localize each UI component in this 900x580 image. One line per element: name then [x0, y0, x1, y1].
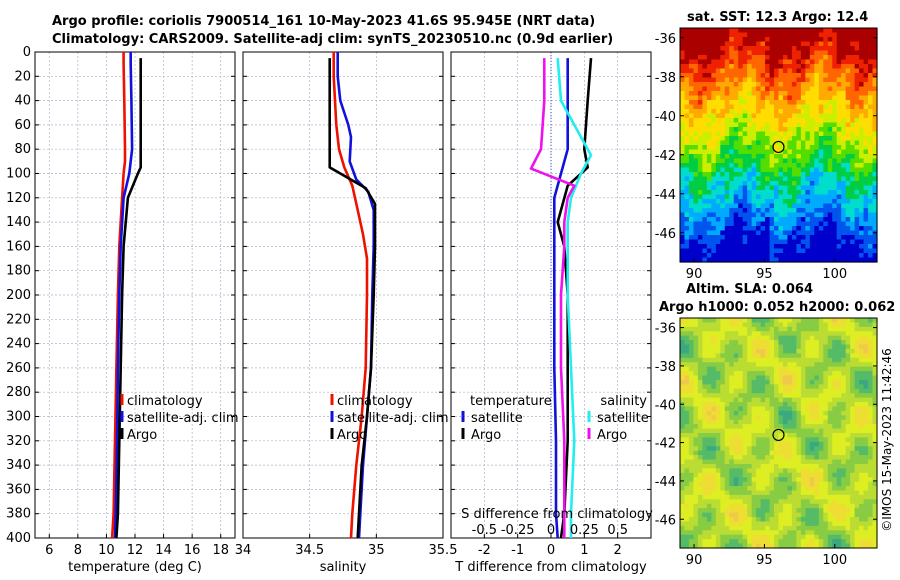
- legend-label: satellite-adj. clim: [337, 411, 449, 426]
- series-line-temperature-argo: [556, 57, 593, 539]
- y-tick-label: 140: [6, 215, 31, 230]
- map-frame: [679, 27, 878, 263]
- sst-map-title: sat. SST: 12.3 Argo: 12.4: [687, 10, 869, 25]
- legend-label: satellite: [471, 411, 523, 426]
- legend-label: climatology: [337, 394, 413, 409]
- x-tick-label: 90: [686, 267, 703, 282]
- x-tick-label: 8: [74, 543, 82, 558]
- x-tick-label: 18: [212, 543, 229, 558]
- x-tick-label: 95: [756, 267, 773, 282]
- x-tick-label: 16: [184, 543, 201, 558]
- x2-tick-label: 0.25: [570, 523, 599, 538]
- legend-label: Argo: [597, 428, 627, 443]
- x-tick-label: 14: [155, 543, 172, 558]
- y-tick-label: 100: [6, 167, 31, 182]
- x-tick-label: 0: [547, 543, 555, 558]
- y-tick-label: -40: [655, 398, 676, 413]
- x2-axis-label: S difference from climatology: [461, 507, 653, 522]
- argo-location-marker: [772, 140, 785, 154]
- y-tick-label: 180: [6, 264, 31, 279]
- x-tick-label: 34.5: [295, 543, 324, 558]
- x2-tick-label: -0.5: [472, 523, 497, 538]
- y-tick-label: 300: [6, 410, 31, 425]
- x-tick-label: 34: [235, 543, 252, 558]
- y-tick-label: 160: [6, 239, 31, 254]
- x-axis-label: salinity: [320, 560, 367, 575]
- x2-tick-label: 0.5: [607, 523, 628, 538]
- y-tick-label: -46: [655, 513, 676, 528]
- y-tick-label: 240: [6, 337, 31, 352]
- x-tick-label: 35.5: [429, 543, 458, 558]
- x-tick-label: 100: [822, 267, 847, 282]
- y-tick-label: -38: [655, 71, 676, 86]
- x-tick-label: 100: [822, 553, 847, 568]
- legend-title-temperature: temperature: [470, 394, 552, 409]
- series-line-salinity-satellite: [556, 57, 593, 538]
- sla-map-title-line1: Altim. SLA: 0.064: [686, 282, 813, 297]
- y-tick-label: 320: [6, 434, 31, 449]
- y-tick-label: -38: [655, 360, 676, 375]
- legend-label: climatology: [127, 394, 203, 409]
- x-tick-label: 12: [127, 543, 144, 558]
- y-tick-label: 400: [6, 531, 31, 546]
- x-tick-label: 10: [98, 543, 115, 558]
- series-line-climatology: [110, 52, 127, 539]
- y-tick-label: -42: [655, 149, 676, 164]
- argo-location-marker: [772, 428, 785, 442]
- y-tick-label: 60: [14, 118, 31, 133]
- y-tick-label: -36: [655, 32, 676, 47]
- x-tick-label: 6: [45, 543, 53, 558]
- series-line-argo: [115, 58, 142, 539]
- y-tick-label: 20: [14, 69, 31, 84]
- sst-heatmap: [680, 28, 878, 263]
- y-tick-label: 340: [6, 458, 31, 473]
- series-line-argo: [328, 58, 377, 539]
- y-tick-label: -40: [655, 110, 676, 125]
- legend-label: Argo: [471, 428, 501, 443]
- y-tick-label: 280: [6, 385, 31, 400]
- legend-label: Argo: [127, 428, 157, 443]
- figure-title-line1: Argo profile: coriolis 7900514_161 10-Ma…: [52, 14, 596, 29]
- x-tick-label: 1: [580, 543, 588, 558]
- y-tick-label: -46: [655, 227, 676, 242]
- x-tick-label: -2: [478, 543, 491, 558]
- x-tick-label: -1: [511, 543, 524, 558]
- series-line-climatology: [332, 52, 369, 539]
- figure-title-line2: Climatology: CARS2009. Satellite-adj cli…: [52, 32, 614, 47]
- sla-heatmap: [680, 318, 878, 549]
- x-tick-label: 90: [686, 553, 703, 568]
- x-axis-label: T difference from climatology: [454, 560, 647, 575]
- y-tick-label: 260: [6, 361, 31, 376]
- y-tick-label: -44: [655, 475, 676, 490]
- y-tick-label: 80: [14, 142, 31, 157]
- y-tick-label: 200: [6, 288, 31, 303]
- y-tick-label: 40: [14, 94, 31, 109]
- legend-label: satellite: [597, 411, 649, 426]
- x-tick-label: 35: [368, 543, 385, 558]
- x-tick-label: 2: [614, 543, 622, 558]
- map-frame: [679, 317, 878, 549]
- imos-timestamp: ©IMOS 15-May-2023 11:42:46: [880, 348, 894, 532]
- y-tick-label: -42: [655, 437, 676, 452]
- series-line-temperature-satellite: [553, 58, 569, 539]
- x-axis-label: temperature (deg C): [68, 560, 202, 575]
- y-tick-label: 360: [6, 482, 31, 497]
- y-tick-label: 220: [6, 312, 31, 327]
- legend-label: Argo: [337, 428, 367, 443]
- y-tick-label: -36: [655, 322, 676, 337]
- series-line-salinity-argo: [529, 58, 576, 538]
- legend-title-salinity: salinity: [600, 394, 647, 409]
- y-tick-label: -44: [655, 188, 676, 203]
- y-tick-label: 380: [6, 507, 31, 522]
- y-tick-label: 120: [6, 191, 31, 206]
- x-tick-label: 95: [756, 553, 773, 568]
- y-tick-label: 0: [23, 45, 31, 60]
- series-line-satellite-adj-clim: [113, 52, 134, 539]
- x2-tick-label: -0.25: [501, 523, 535, 538]
- x2-tick-label: 0: [547, 523, 555, 538]
- legend-label: satellite-adj. clim: [127, 411, 239, 426]
- sla-map-title-line2: Argo h1000: 0.052 h2000: 0.062: [659, 300, 896, 315]
